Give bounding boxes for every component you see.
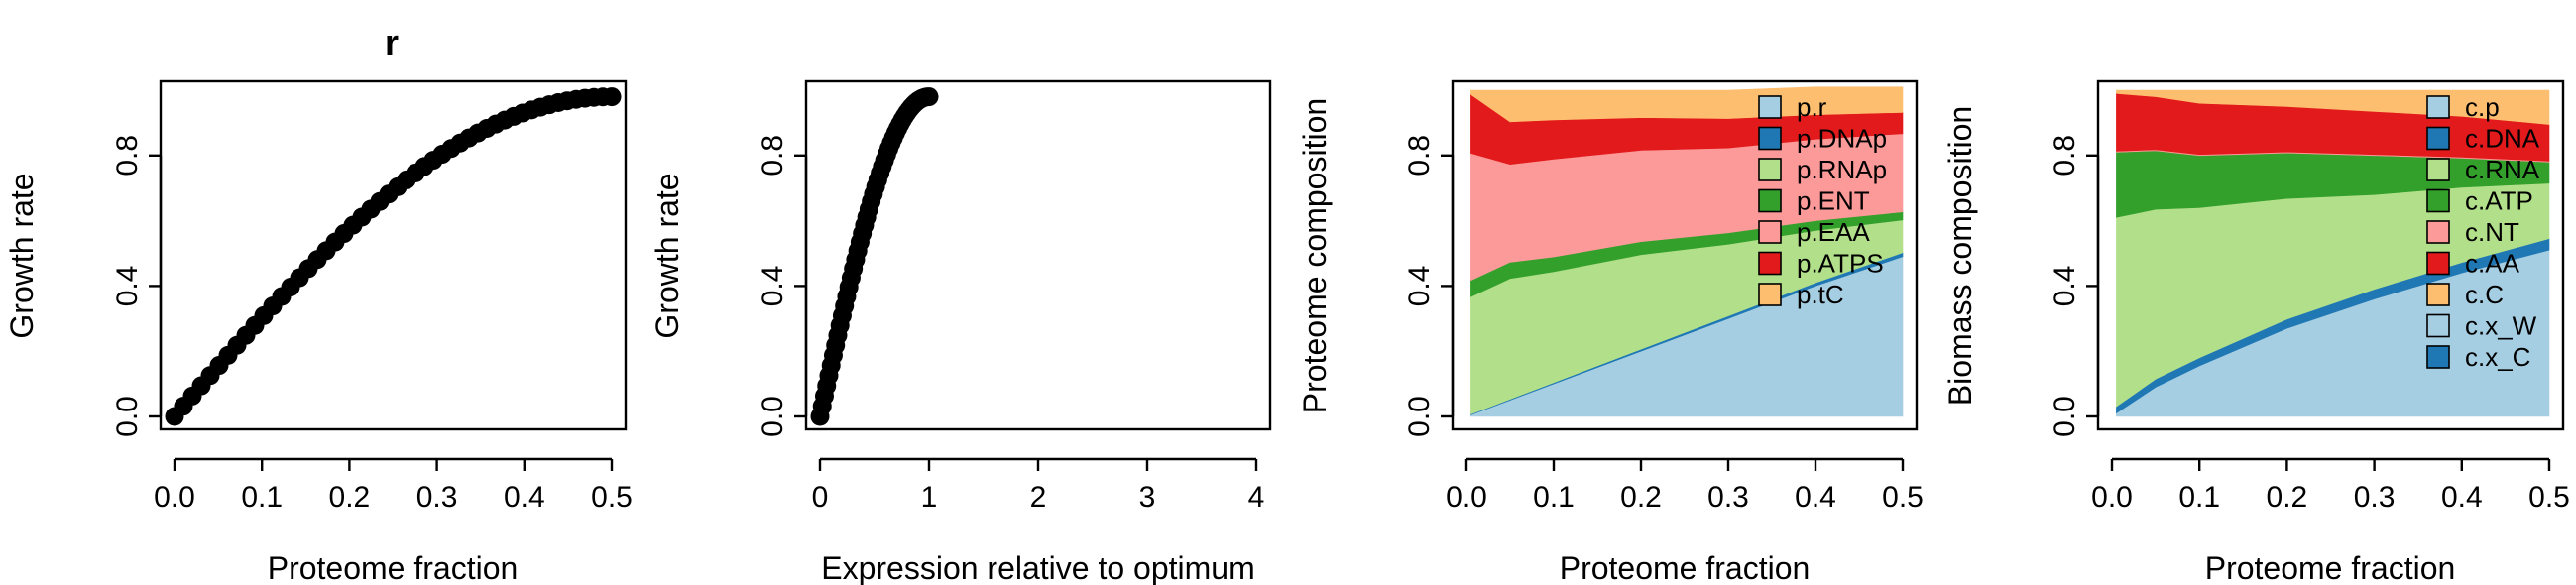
panel4-x-tick-label: 0.2 <box>2267 481 2308 514</box>
panel3-legend-label: p.tC <box>1797 280 1844 309</box>
panel4-legend-label: c.p <box>2465 92 2500 122</box>
panel3-legend-swatch <box>1758 251 1782 276</box>
panel1-y-tick-label: 0.4 <box>111 266 144 307</box>
panel4-legend-swatch <box>2426 313 2450 338</box>
panel3-y-tick-label: 0.4 <box>1403 266 1436 307</box>
panel4-legend-label: c.x_C <box>2465 342 2530 372</box>
panel4-legend-label: c.C <box>2465 280 2504 309</box>
panel4-y-axis-label: Biomass composition <box>1942 106 1978 406</box>
panel2-x-tick-label: 0 <box>812 481 829 514</box>
panel4-legend-label: c.x_W <box>2465 311 2537 341</box>
panel1-x-tick-label: 0.3 <box>416 481 458 514</box>
panel4-x-tick-label: 0.4 <box>2441 481 2483 514</box>
panel3-x-tick-label: 0.1 <box>1533 481 1575 514</box>
panel4-legend-swatch <box>2426 188 2450 213</box>
panel3-x-tick-label: 0.5 <box>1882 481 1924 514</box>
panel4-legend-swatch <box>2426 220 2450 244</box>
panel3-legend-label: p.RNAp <box>1797 155 1887 184</box>
panel1-data-point <box>602 87 622 107</box>
panel4-x-tick-label: 0.5 <box>2528 481 2570 514</box>
panel4-legend-label: c.DNA <box>2465 124 2540 154</box>
panel3-y-tick-label: 0.0 <box>1403 396 1436 437</box>
panel1-x-axis-label: Proteome fraction <box>268 550 519 585</box>
panel2-x-axis-label: Expression relative to optimum <box>821 550 1255 585</box>
panel1-x-tick-label: 0.1 <box>241 481 283 514</box>
panel4-y-tick-label: 0.8 <box>2049 135 2081 176</box>
panel3-legend-swatch <box>1758 126 1782 151</box>
panel4-x-tick-label: 0.0 <box>2091 481 2133 514</box>
panel3-legend-label: p.DNAp <box>1797 124 1887 154</box>
panel4-legend-label: c.AA <box>2465 249 2520 279</box>
panel1-x-tick-label: 0.0 <box>154 481 195 514</box>
panel3-legend-swatch <box>1758 158 1782 181</box>
panel2-x-tick-label: 1 <box>921 481 938 514</box>
panel2-y-tick-label: 0.4 <box>757 266 789 307</box>
panel1-x-tick-label: 0.2 <box>329 481 371 514</box>
panel2-x-tick-label: 3 <box>1139 481 1156 514</box>
panel3-x-tick-label: 0.4 <box>1795 481 1836 514</box>
panel4-x-tick-label: 0.3 <box>2354 481 2396 514</box>
panel3-y-tick-label: 0.8 <box>1403 135 1436 176</box>
panel3-legend-label: p.r <box>1797 92 1827 122</box>
panel4-x-axis-label: Proteome fraction <box>2205 550 2456 585</box>
panel1-title: r <box>385 22 399 62</box>
panel2-plot-frame <box>804 79 1272 431</box>
panel4-legend-label: c.RNA <box>2465 155 2540 184</box>
panel4-legend-swatch <box>2426 158 2450 181</box>
panel4-legend-swatch <box>2426 345 2450 369</box>
panel3-x-tick-label: 0.2 <box>1620 481 1662 514</box>
panel4-legend-label: c.ATP <box>2465 186 2533 216</box>
panel1-y-axis-label: Growth rate <box>4 173 40 338</box>
panel3-legend-label: p.EAA <box>1797 217 1870 247</box>
panel3-legend-swatch <box>1758 95 1782 119</box>
panel3-x-tick-label: 0.0 <box>1446 481 1487 514</box>
panel-growth-vs-proteome-fraction: r 0.0 0.1 0.2 0.3 0.4 0.5 0.0 0.4 0.8 Proteome … <box>4 22 633 585</box>
panel3-x-tick-label: 0.3 <box>1707 481 1749 514</box>
panel3-legend-swatch <box>1758 220 1782 244</box>
panel-growth-vs-expression: 0 1 2 3 4 0.0 0.4 0.8 Expression relative to o… <box>649 79 1272 585</box>
panel2-y-tick-label: 0.8 <box>757 135 789 176</box>
panel1-y-tick-label: 0.0 <box>111 396 144 437</box>
panel4-legend-swatch <box>2426 251 2450 276</box>
panel3-legend-swatch <box>1758 188 1782 213</box>
panel3-area-p-tc <box>1470 86 1904 123</box>
panel4-y-tick-label: 0.4 <box>2049 266 2081 307</box>
panel3-legend-swatch <box>1758 283 1782 306</box>
panel3-legend-label: p.ENT <box>1797 186 1870 216</box>
panel-biomass-composition: c.pc.DNAc.RNAc.ATPc.NTc.AAc.Cc.x_Wc.x_C … <box>1942 79 2570 585</box>
panel3-x-axis-label: Proteome fraction <box>1560 550 1811 585</box>
panel4-x-tick-label: 0.1 <box>2178 481 2220 514</box>
panel2-data-point <box>919 87 939 107</box>
panel1-x-tick-label: 0.4 <box>504 481 545 514</box>
panel1-y-tick-label: 0.8 <box>111 135 144 176</box>
panel2-y-axis-label: Growth rate <box>649 173 685 338</box>
panel2-x-tick-label: 2 <box>1030 481 1047 514</box>
panel4-legend-swatch <box>2426 283 2450 306</box>
panel4-legend-swatch <box>2426 126 2450 151</box>
panel2-y-tick-label: 0.0 <box>757 396 789 437</box>
panel4-y-tick-label: 0.0 <box>2049 396 2081 437</box>
panel2-x-tick-label: 4 <box>1248 481 1265 514</box>
panel1-plot-frame <box>159 79 628 431</box>
panel4-legend-label: c.NT <box>2465 217 2519 247</box>
panel3-y-axis-label: Proteome composition <box>1297 98 1333 413</box>
panel1-x-tick-label: 0.5 <box>591 481 633 514</box>
panel3-legend-label: p.ATPS <box>1797 249 1884 279</box>
panel4-legend-swatch <box>2426 95 2450 119</box>
